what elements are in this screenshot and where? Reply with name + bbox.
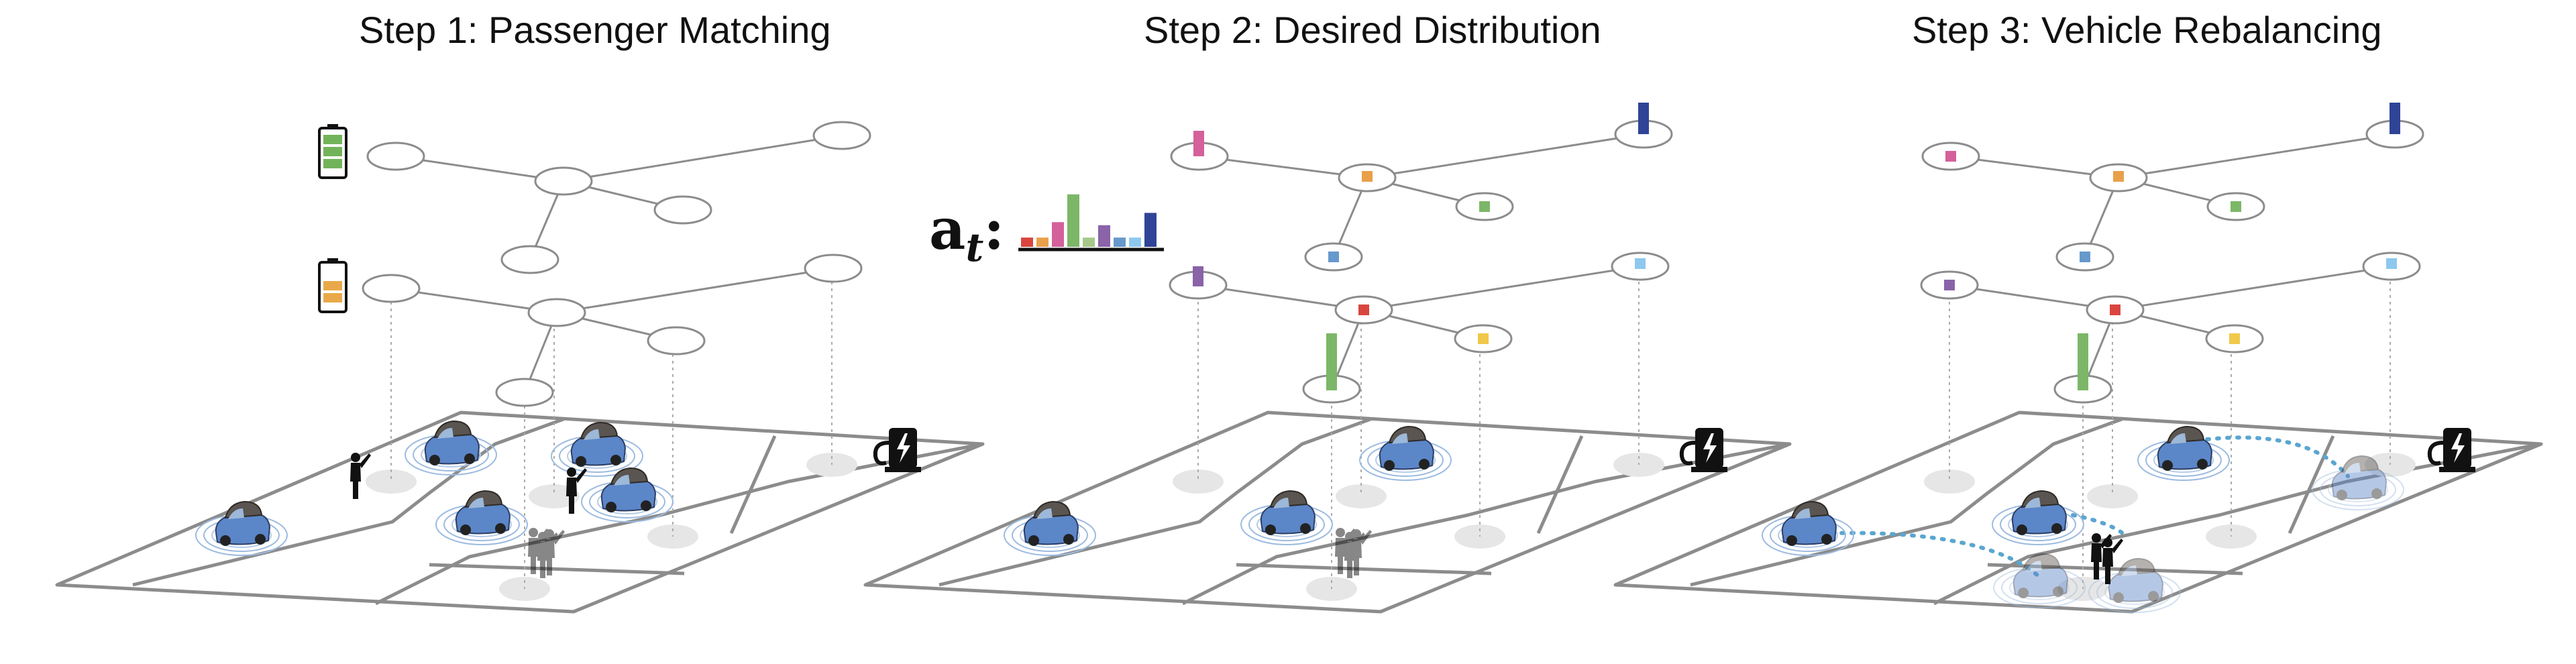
action-symbol: a [929,196,966,262]
step-3-title: Step 3: Vehicle Rebalancing [1912,9,2382,51]
histogram-bar [1067,194,1079,247]
passenger-icon [350,453,371,499]
action-separator: : [983,196,1005,262]
battery-full-icon [318,124,347,179]
projection-lines-3 [1949,268,2391,589]
rebalancing-path [1829,531,2041,579]
rebalancing-paths [1829,435,2350,579]
action-subscript: t [965,224,984,270]
step-1-title: Step 1: Passenger Matching [359,9,831,51]
charging-station-icon [1682,428,1727,472]
panel-2 [863,103,1792,614]
distribution-bars-2 [1193,103,1649,390]
projection-lines-2 [1197,268,1640,589]
histogram-bar [1144,213,1157,247]
step-2-title: Step 2: Desired Distribution [1144,9,1601,51]
panel-1 [55,121,985,614]
battery-half-icon [318,258,347,313]
histogram-bar [1083,237,1095,247]
graph-upper-2 [1170,119,1673,272]
graph-lower-3 [1920,252,2421,404]
histogram-bar [1036,237,1049,247]
car-icon [435,490,528,545]
car-icon [1992,490,2084,545]
car-icon [1359,426,1452,481]
histogram-bar [1098,225,1110,247]
graph-lower-2 [1169,252,1670,404]
car-icon [195,501,288,556]
graph-lower-1 [362,254,863,407]
histogram-bar [1114,237,1126,247]
charging-station-icon [875,428,921,472]
action-vector-label: at: [929,196,1004,270]
panel-3 [1613,103,2543,614]
zone-ellipses-2 [1173,453,1664,601]
graph-upper-1 [366,121,871,274]
car-icon [2137,426,2230,481]
distribution-bars-3 [1944,103,2400,390]
graph-upper-3 [1921,119,2424,272]
histogram-bar [1021,237,1033,247]
action-histogram [1018,194,1164,252]
histogram-bar [1052,222,1064,247]
car-icon [1004,501,1096,556]
histogram-bar [1129,237,1141,247]
car-icon [1240,490,1333,545]
